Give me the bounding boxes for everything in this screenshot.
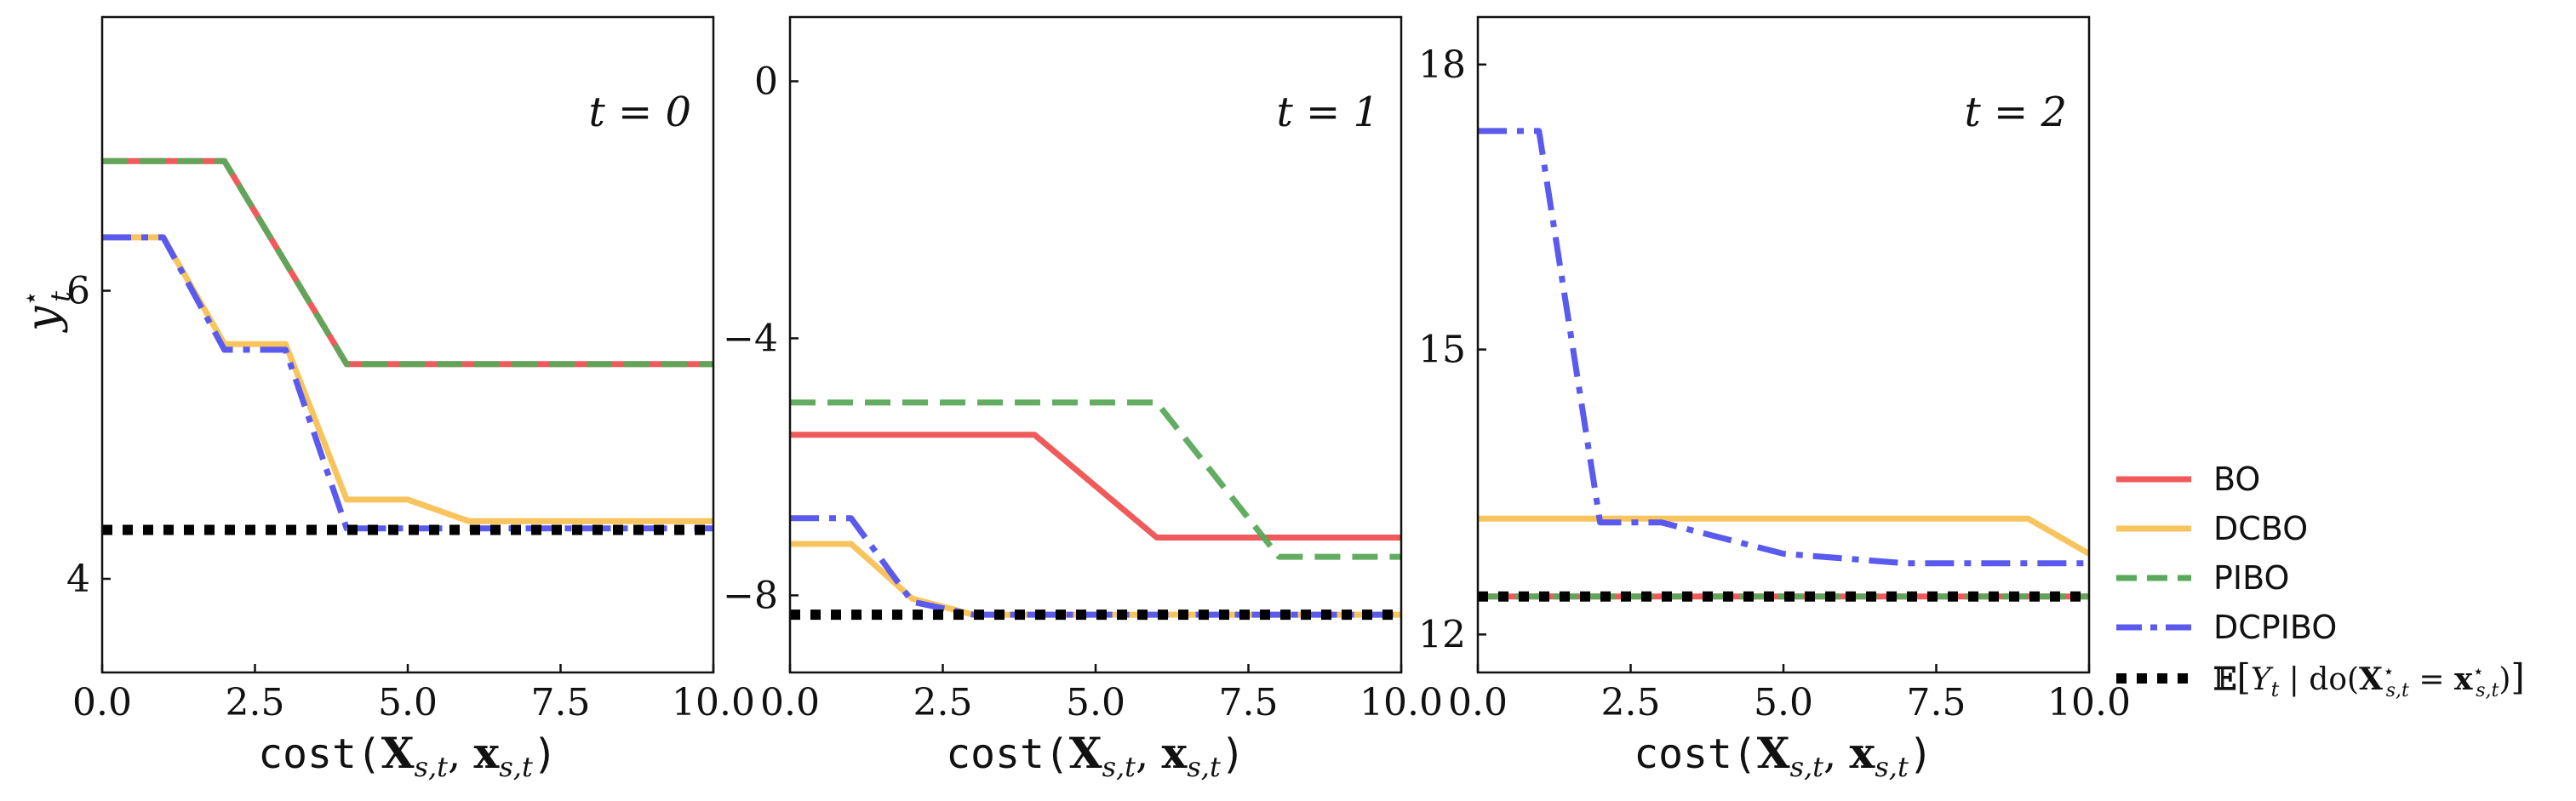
series-line-pibo (102, 157, 713, 368)
series-line-bo (790, 432, 1401, 541)
x-tick-label: 0.0 (1448, 681, 1508, 724)
x-tick-label: 10.0 (1360, 681, 1443, 724)
x-tick-label: 5.0 (1066, 681, 1125, 724)
y-tick-label: 12 (1418, 613, 1466, 656)
panel-1: 0.0 2.5 5.0 7.5 10.0 −8 −4 0 t = 1 cost(Xs,t, xs,… (723, 15, 1443, 783)
x-axis-label: cost(Xs,t, xs,t) (1634, 728, 1932, 783)
legend-label: DCBO (2213, 510, 2308, 547)
panel-2: 0.0 2.5 5.0 7.5 10.0 12 15 18 t = 2 cost(Xs,t, xs… (1418, 15, 2131, 783)
panel-label: t = 0 (588, 89, 691, 136)
series-group (1478, 128, 2089, 602)
legend-label: BO (2213, 461, 2260, 498)
y-tick-label: 15 (1418, 329, 1466, 372)
legend-item: BO (2116, 461, 2260, 498)
x-axis-label: cost(Xs,t, xs,t) (946, 728, 1245, 783)
x-tick-label: 2.5 (1601, 681, 1661, 724)
legend-item: DCBO (2116, 510, 2308, 547)
legend-item: PIBO (2116, 559, 2289, 597)
x-axis-label: cost(Xs,t, xs,t) (258, 728, 557, 783)
x-tick-label: 7.5 (1907, 681, 1966, 724)
series-line-dcpibo (1478, 128, 2089, 567)
x-tick-label: 2.5 (226, 681, 285, 724)
series-line-dcpibo (790, 515, 1401, 618)
y-tick-label: −8 (723, 574, 778, 617)
y-tick-label: 0 (754, 60, 778, 103)
series-line-pibo (790, 399, 1401, 560)
x-tick-label: 7.5 (531, 681, 591, 724)
legend-label: PIBO (2213, 559, 2289, 597)
panel-label: t = 1 (1276, 89, 1379, 136)
panel-0: 0.0 2.5 5.0 7.5 10.0 4 6 t = 0 cost(Xs,t, xs,t) y… (16, 15, 755, 783)
panel-label: t = 2 (1964, 89, 2067, 136)
x-tick-label: 7.5 (1219, 681, 1279, 724)
legend: BO DCBO PIBO DCPIBO 𝔼[Yt | do(X⋆ s,t = x⋆ s,t)… (2116, 461, 2525, 701)
x-tick-label: 2.5 (913, 681, 973, 724)
legend-item: DCPIBO (2116, 609, 2337, 646)
x-tick-label: 10.0 (2047, 681, 2131, 724)
series-line-dcbo (102, 234, 713, 524)
legend-item: 𝔼[Yt | do(X⋆ s,t = x⋆ s,t)] (2116, 656, 2525, 701)
x-tick-label: 0.0 (760, 681, 820, 724)
x-tick-label: 0.0 (72, 681, 132, 724)
y-axis-label: y⋆t (16, 290, 77, 333)
series-line-dcpibo (102, 234, 713, 532)
legend-label: 𝔼[Yt | do(X⋆ s,t = x⋆ s,t)] (2213, 656, 2525, 701)
y-tick-label: −4 (723, 317, 778, 360)
series-group (102, 157, 713, 535)
y-tick-label: 4 (66, 558, 90, 601)
y-tick-label: 6 (66, 270, 90, 313)
y-tick-label: 18 (1418, 43, 1466, 87)
x-tick-label: 10.0 (672, 681, 755, 724)
series-line-dcbo (790, 541, 1401, 618)
legend-label: DCPIBO (2213, 609, 2337, 646)
series-group (790, 399, 1401, 621)
series-line-dcbo (1478, 515, 2089, 557)
x-tick-label: 5.0 (378, 681, 438, 724)
series-line-bo (102, 157, 713, 368)
x-tick-label: 5.0 (1754, 681, 1813, 724)
